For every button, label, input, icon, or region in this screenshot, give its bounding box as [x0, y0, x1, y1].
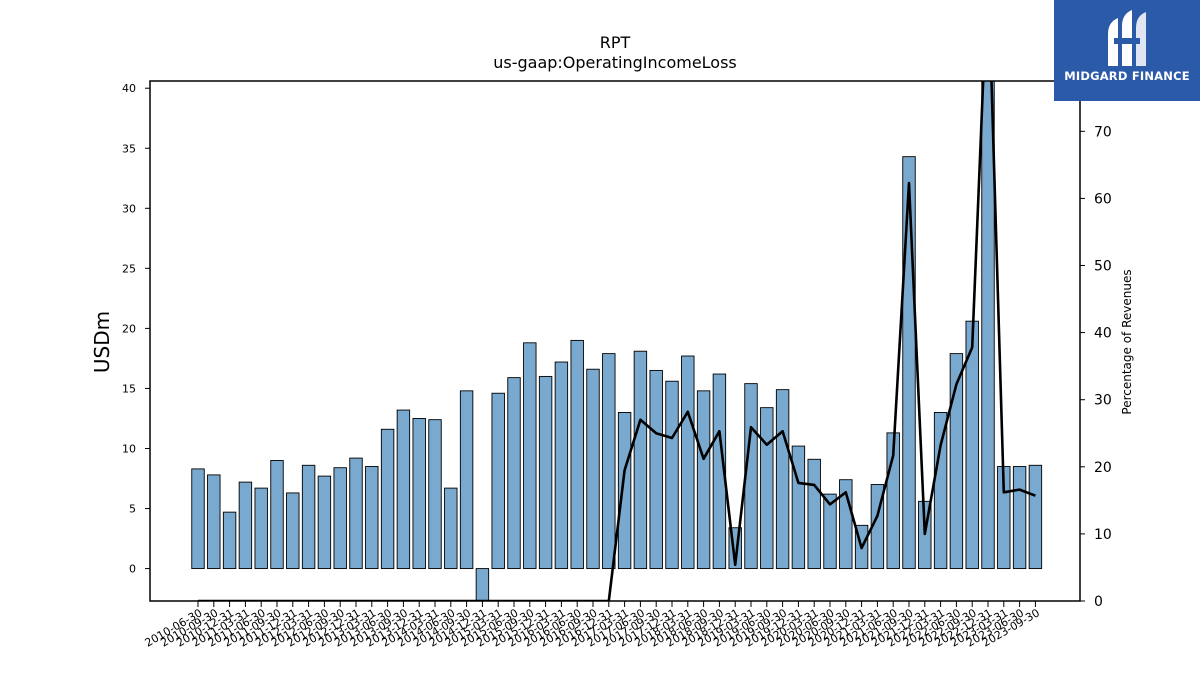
y-axis-label: USDm	[90, 311, 114, 373]
bar-2016-12-31	[602, 353, 616, 570]
y2-tick-label: 10	[1094, 527, 1112, 543]
y-tick-label: 35	[122, 142, 136, 155]
bar-2019-09-30	[775, 389, 790, 570]
bar-2014-06-30	[444, 487, 458, 570]
bar-2022-12-31	[981, 81, 995, 570]
y2-tick-label: 30	[1094, 393, 1112, 409]
bar-2011-03-31	[238, 481, 253, 570]
bar-2019-06-30	[760, 407, 774, 570]
y-tick-label: 40	[122, 82, 136, 95]
bar-2014-09-30	[459, 390, 474, 570]
percentage-line	[198, 81, 1036, 601]
bar-2017-06-30	[633, 350, 648, 570]
bar-2013-12-31	[412, 418, 426, 570]
chart-subtitle: us-gaap:OperatingIncomeLoss	[493, 53, 737, 72]
plot-frame	[149, 80, 1081, 602]
y-tick-label: 5	[129, 503, 136, 516]
bar-2011-06-30	[254, 487, 268, 570]
y2-tick-label: 50	[1094, 259, 1112, 275]
bar-2012-12-31	[349, 457, 363, 570]
bar-2016-06-30	[570, 339, 584, 570]
bar-2011-12-31	[286, 492, 300, 570]
bar-2017-03-31	[617, 412, 632, 570]
y2-tick-label: 20	[1094, 460, 1112, 476]
bar-2012-09-30	[333, 467, 347, 570]
y2-tick-label: 60	[1094, 191, 1112, 207]
bar-2015-12-31	[538, 375, 553, 570]
bar-2015-09-30	[523, 342, 537, 570]
y2-tick-label: 0	[1094, 594, 1103, 610]
bar-2020-06-30	[823, 493, 837, 570]
brand-logo: MIDGARD FINANCE	[1054, 0, 1200, 101]
bar-2021-09-30	[902, 156, 916, 570]
bar-2014-03-31	[428, 419, 442, 570]
bar-2012-06-30	[317, 475, 332, 570]
y-tick-label: 20	[122, 322, 136, 335]
y-tick-label: 10	[122, 442, 136, 455]
bar-2016-03-31	[554, 361, 569, 570]
bar-2023-09-30	[1028, 464, 1043, 570]
bar-2017-12-31	[665, 380, 679, 570]
bar-2013-09-30	[396, 409, 411, 570]
bar-2015-03-31	[491, 392, 505, 570]
y-tick-label: 25	[122, 262, 136, 275]
chart-title: RPT	[600, 33, 631, 52]
bar-2017-09-30	[649, 369, 663, 570]
y2-axis-label: Percentage of Revenues	[1120, 269, 1134, 414]
y-tick-label: 30	[122, 202, 136, 215]
brand-name: MIDGARD FINANCE	[1064, 69, 1190, 83]
midgard-logo-icon	[1108, 10, 1146, 66]
bar-2010-06-30	[191, 468, 205, 570]
bar-2011-09-30	[270, 460, 284, 570]
bar-2010-12-31	[222, 511, 237, 570]
bar-2014-12-31	[475, 568, 490, 601]
y2-tick-label: 70	[1094, 124, 1112, 140]
bar-2018-03-31	[681, 355, 695, 570]
bar-2022-03-31	[933, 412, 948, 570]
bar-2013-03-31	[365, 466, 379, 570]
bar-2018-09-30	[712, 373, 727, 570]
bar-2022-06-30	[949, 353, 964, 570]
bar-2010-09-30	[207, 474, 221, 570]
bar-2023-06-30	[1012, 466, 1027, 570]
bar-2016-09-30	[586, 368, 600, 570]
y-tick-label: 15	[122, 382, 136, 395]
y2-tick-label: 40	[1094, 326, 1112, 342]
y-tick-label: 0	[129, 563, 136, 576]
bar-2015-06-30	[507, 377, 521, 570]
bar-2013-06-30	[380, 428, 395, 570]
bar-2018-06-30	[696, 390, 711, 570]
bar-2012-03-31	[301, 464, 316, 570]
bar-2020-03-31	[807, 458, 821, 570]
